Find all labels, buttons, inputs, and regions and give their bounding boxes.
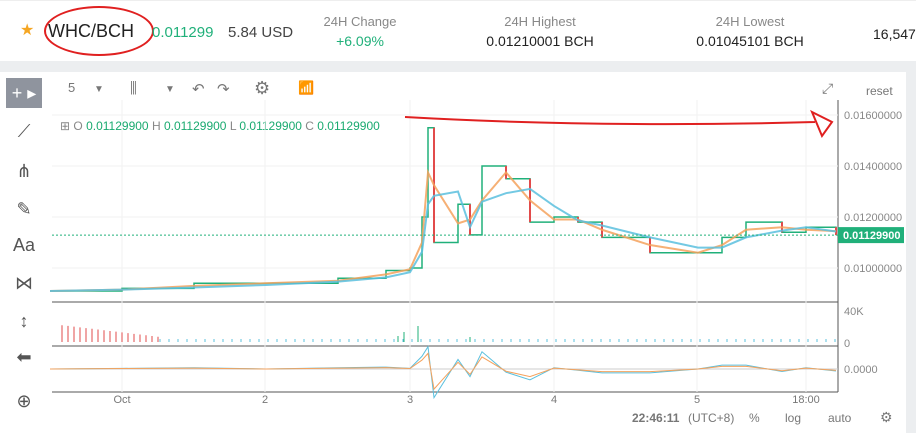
fullscreen-icon[interactable]: ⤢: [822, 80, 834, 96]
brush-icon[interactable]: ✎: [16, 199, 32, 219]
last-price-label: 0.01129900: [843, 230, 901, 242]
footer-settings-icon[interactable]: ⚙: [880, 409, 893, 425]
stat-24h-low: 24H Lowest 0.01045101 BCH: [696, 14, 804, 49]
usd-price: 5.84 USD: [228, 24, 294, 41]
price-tick-label: 0.01600000: [844, 110, 902, 122]
crosshair-tool[interactable]: + ▸: [6, 78, 42, 108]
last-price: 0.011299: [152, 24, 214, 41]
oscillator-signal-line: [49, 352, 837, 391]
stat-24h-high: 24H Highest 0.01210001 BCH: [486, 14, 594, 49]
close-value: 0.01129900: [317, 119, 380, 133]
time-tick-label: 18:00: [792, 394, 820, 406]
volume-tick-label: 40K: [844, 306, 864, 318]
oscillator-line: [49, 345, 837, 400]
measure-icon[interactable]: ↕: [19, 311, 29, 331]
pitchfork-icon[interactable]: ⋔: [16, 161, 32, 181]
red-annotation-circle: [44, 6, 154, 56]
text-icon[interactable]: Aa: [12, 235, 36, 255]
price-line: [50, 127, 837, 292]
ohlc-legend: ⊞ O 0.01129900 H 0.01129900 L 0.01129900…: [60, 119, 380, 133]
clock: 22:46:11: [632, 411, 680, 425]
moving-average-line: [49, 168, 837, 292]
interval-dropdown-icon[interactable]: ▼: [94, 84, 104, 95]
candle-type-icon[interactable]: ⫼: [130, 80, 137, 97]
indicators-icon[interactable]: 📶: [298, 80, 315, 95]
time-tick-label: 2: [262, 394, 268, 406]
percent-toggle[interactable]: %: [749, 411, 760, 425]
time-tick-label: 4: [551, 394, 557, 406]
undo-icon[interactable]: ↶: [192, 81, 205, 98]
time-tick-label: 5: [694, 394, 700, 406]
interval-select[interactable]: 5: [68, 80, 76, 95]
oscillator-tick-label: 0.0000: [844, 364, 878, 376]
reset-button[interactable]: reset: [866, 84, 893, 98]
last-price-badge: [838, 227, 904, 244]
chart-type-dropdown-icon[interactable]: ▼: [165, 84, 175, 95]
open-value: 0.01129900: [86, 119, 149, 133]
redo-icon[interactable]: ↷: [217, 81, 230, 98]
stat-24h-change: 24H Change +6.09%: [323, 14, 397, 49]
time-tick-label: 3: [407, 394, 413, 406]
pattern-icon[interactable]: ⋈: [15, 273, 33, 293]
ticker-header: ★ WHC/BCH 0.011299 5.84 USD 24H Change +6…: [0, 0, 916, 61]
price-tick-label: 0.01000000: [844, 263, 902, 275]
drawing-toolbar: + ▸ ⟋ ⋔ ✎ Aa ⋈ ↕ ⬅ ⊕: [0, 72, 48, 433]
back-arrow-icon[interactable]: ⬅: [16, 347, 32, 367]
low-value: 0.01129900: [239, 119, 302, 133]
price-tick-label: 0.01200000: [844, 212, 902, 224]
moving-average-line: [49, 187, 837, 292]
price-tick-label: 0.01400000: [844, 161, 902, 173]
settings-gear-icon[interactable]: ⚙: [254, 78, 271, 98]
zoom-in-icon[interactable]: ⊕: [16, 391, 32, 411]
red-annotation-arrow: [404, 109, 834, 139]
trend-line-icon[interactable]: ⟋: [17, 121, 31, 141]
auto-toggle[interactable]: auto: [828, 411, 852, 425]
timezone[interactable]: (UTC+8): [688, 411, 735, 425]
stat-volume: 16,547: [873, 26, 916, 42]
ohlc-toggle-icon[interactable]: ⊞: [60, 119, 71, 133]
volume-tick-label: 0: [844, 338, 850, 350]
chart-panel[interactable]: [0, 72, 906, 433]
log-toggle[interactable]: log: [785, 411, 802, 425]
time-tick-label: Oct: [113, 394, 130, 406]
favorite-star-icon[interactable]: ★: [20, 22, 35, 39]
high-value: 0.01129900: [163, 119, 227, 133]
